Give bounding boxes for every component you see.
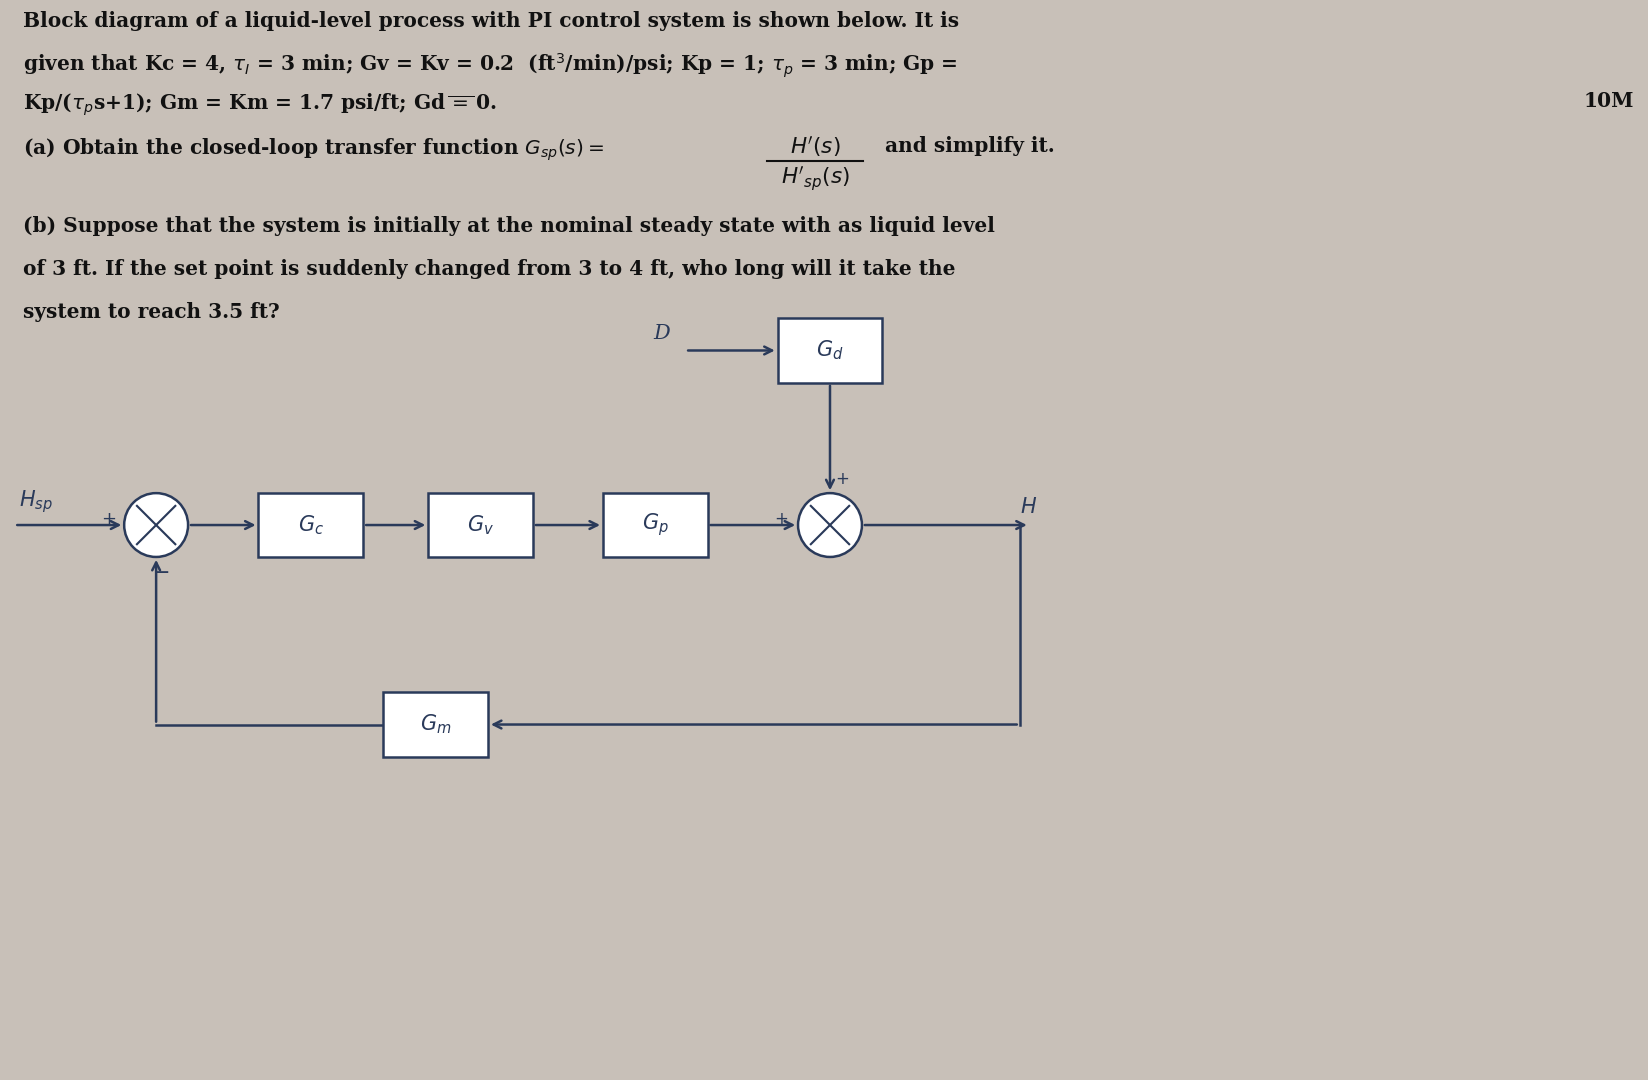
Text: +: + — [834, 470, 849, 488]
Text: D: D — [653, 324, 669, 342]
Bar — [778, 319, 882, 383]
Text: $G_d$: $G_d$ — [816, 339, 844, 362]
Text: $H'(s)$: $H'(s)$ — [789, 134, 840, 159]
Text: system to reach 3.5 ft?: system to reach 3.5 ft? — [23, 301, 280, 322]
Bar — [259, 492, 363, 557]
Text: +: + — [773, 510, 788, 528]
Text: Kp/($\tau_p$s+1); Gm = Km = 1.7 psi/ft; Gd$\,\overline{=}\,$0.: Kp/($\tau_p$s+1); Gm = Km = 1.7 psi/ft; … — [23, 91, 498, 118]
Text: $H'_{sp}(s)$: $H'_{sp}(s)$ — [780, 165, 849, 193]
Text: and simplify it.: and simplify it. — [885, 136, 1055, 156]
Bar — [603, 492, 707, 557]
Text: $G_m$: $G_m$ — [420, 713, 452, 737]
Text: $G_p$: $G_p$ — [641, 512, 669, 539]
Text: $G_v$: $G_v$ — [466, 513, 494, 537]
Bar — [428, 492, 532, 557]
Text: 10M: 10M — [1582, 91, 1633, 111]
Circle shape — [798, 494, 862, 557]
Text: (a) Obtain the closed-loop transfer function $G_{sp}(s) = $: (a) Obtain the closed-loop transfer func… — [23, 136, 603, 163]
Text: +: + — [101, 510, 115, 528]
Text: $H_{sp}$: $H_{sp}$ — [20, 488, 53, 515]
Circle shape — [124, 494, 188, 557]
Text: −: − — [152, 563, 170, 583]
Text: Block diagram of a liquid-level process with PI control system is shown below. I: Block diagram of a liquid-level process … — [23, 12, 959, 31]
Text: given that Kc = 4, $\tau_I$ = 3 min; Gv = Kv = 0.2  (ft$^3$/min)/psi; Kp = 1; $\: given that Kc = 4, $\tau_I$ = 3 min; Gv … — [23, 51, 957, 80]
Bar — [382, 692, 488, 757]
Text: of 3 ft. If the set point is suddenly changed from 3 to 4 ft, who long will it t: of 3 ft. If the set point is suddenly ch… — [23, 259, 956, 279]
Text: (b) Suppose that the system is initially at the nominal steady state with as liq: (b) Suppose that the system is initially… — [23, 216, 995, 235]
Text: $G_c$: $G_c$ — [298, 513, 323, 537]
Text: $H$: $H$ — [1018, 497, 1037, 517]
